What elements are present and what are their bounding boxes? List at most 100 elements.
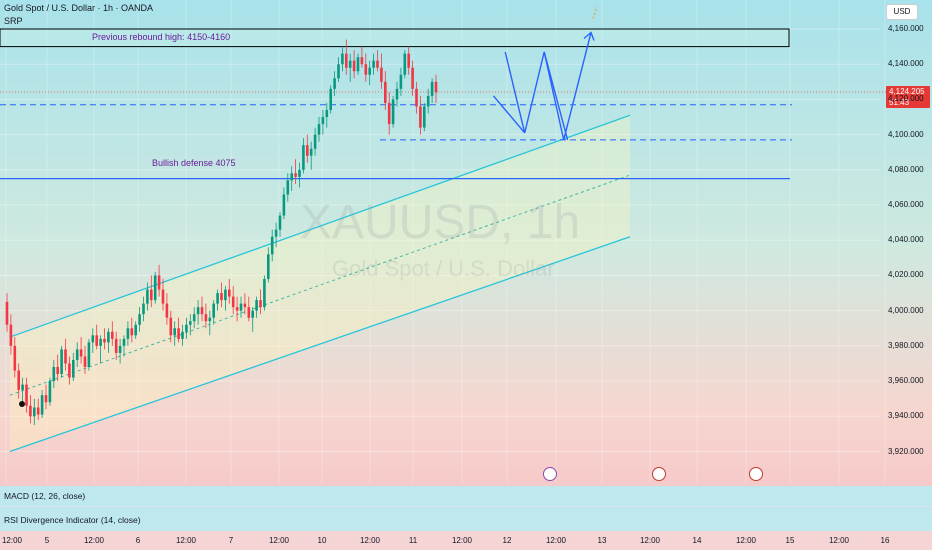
candle-body <box>231 296 235 308</box>
candle-body <box>352 60 356 72</box>
candle-body <box>200 307 204 315</box>
candle-body <box>13 345 17 371</box>
candle-body <box>99 338 102 346</box>
time-tick-label: 15 <box>785 536 795 545</box>
candle-body <box>169 317 173 336</box>
macd-label[interactable]: MACD (12, 26, close) <box>4 491 86 501</box>
bar-countdown: 51:43 <box>889 98 910 107</box>
rsi-panel <box>0 507 932 531</box>
candle-body <box>274 229 278 237</box>
candle-body <box>79 349 83 357</box>
channel-mid-line <box>9 174 631 396</box>
price-tick-label: 3,960.000 <box>888 376 924 386</box>
price-tick-label: 4,080.000 <box>888 164 924 174</box>
candlestick-series <box>5 39 438 426</box>
candle-body <box>333 78 336 89</box>
candle-body <box>313 134 317 149</box>
name-watermark: Gold Spot / U.S. Dollar <box>332 256 555 281</box>
candle-body <box>259 300 262 308</box>
channel-upper-line <box>9 114 631 338</box>
candle-body <box>177 328 180 339</box>
candle-body <box>309 148 313 156</box>
price-tick-label: 4,160.000 <box>888 24 924 33</box>
candle-body <box>60 349 63 375</box>
channel-lower-line <box>9 236 631 453</box>
candle-body <box>228 289 231 297</box>
candle-body <box>403 53 407 75</box>
candle-body <box>114 338 118 353</box>
candle-body <box>56 367 59 375</box>
time-tick-label: 5 <box>44 536 50 545</box>
time-tick-label: 7 <box>228 536 234 545</box>
price-tick-label: 4,000.000 <box>888 305 924 315</box>
candle-body <box>64 349 67 364</box>
candle-body <box>294 173 297 177</box>
candle-body <box>21 384 24 390</box>
candle-body <box>407 53 410 68</box>
price-tick-label: 3,920.000 <box>888 446 924 456</box>
time-tick-label: 10 <box>317 536 327 545</box>
candle-body <box>196 307 200 315</box>
candle-body <box>356 57 360 72</box>
candle-body <box>212 303 215 318</box>
candle-body <box>126 328 130 339</box>
forecast-arrowhead <box>583 31 595 41</box>
time-tick-label: 12:00 <box>828 536 850 545</box>
candle-body <box>48 381 52 403</box>
candle-body <box>36 407 40 415</box>
time-tick-label: 12:00 <box>359 536 381 545</box>
time-tick-label: 16 <box>880 536 890 545</box>
candle-body <box>270 236 274 255</box>
candle-body <box>411 67 414 89</box>
candle-body <box>364 64 368 75</box>
price-tick-label: 4,020.000 <box>888 270 924 280</box>
candle-body <box>95 335 98 346</box>
horizontal-levels <box>0 91 886 180</box>
candle-body <box>267 254 270 279</box>
currency-button[interactable]: USD <box>886 4 918 20</box>
candle-body <box>426 95 430 107</box>
time-tick-label: 12:00 <box>175 536 197 545</box>
grid-lines <box>0 0 885 483</box>
event-icons <box>19 401 763 481</box>
rsi-label[interactable]: RSI Divergence Indicator (14, close) <box>4 515 141 525</box>
candle-body <box>239 303 243 311</box>
candle-body <box>317 124 321 135</box>
candle-body <box>282 194 286 216</box>
price-tick-label: 3,980.000 <box>888 340 924 350</box>
candle-body <box>306 145 309 156</box>
rebound-annotation: Previous rebound high: 4150-4160 <box>92 32 231 42</box>
candle-body <box>278 215 282 230</box>
candle-body <box>44 395 48 403</box>
candle-body <box>395 88 399 100</box>
candle-body <box>235 307 239 311</box>
candle-body <box>348 60 352 68</box>
candle-body <box>103 338 106 343</box>
candle-body <box>337 64 340 79</box>
candle-body <box>321 117 325 125</box>
candle-body <box>153 275 157 301</box>
time-tick-label: 14 <box>692 536 702 545</box>
candle-body <box>134 324 137 336</box>
candle-body <box>302 145 305 170</box>
candle-body <box>146 289 149 304</box>
candle-body <box>142 303 145 315</box>
candle-body <box>204 314 208 322</box>
candle-body <box>329 88 332 110</box>
defense-annotation: Bullish defense 4075 <box>152 158 236 168</box>
candle-body <box>72 359 75 378</box>
candle-body <box>87 342 91 367</box>
candle-body <box>161 289 165 304</box>
candle-body <box>150 289 153 301</box>
candle-body <box>376 60 379 68</box>
candle-body <box>173 328 176 336</box>
candle-body <box>419 106 422 128</box>
indicator-label[interactable]: SRP <box>4 16 23 26</box>
candle-body <box>157 275 161 290</box>
price-tick-label: 4,040.000 <box>888 235 924 245</box>
candle-body <box>387 102 391 125</box>
candle-body <box>255 300 258 311</box>
price-tick-label: 4,100.000 <box>888 129 924 139</box>
